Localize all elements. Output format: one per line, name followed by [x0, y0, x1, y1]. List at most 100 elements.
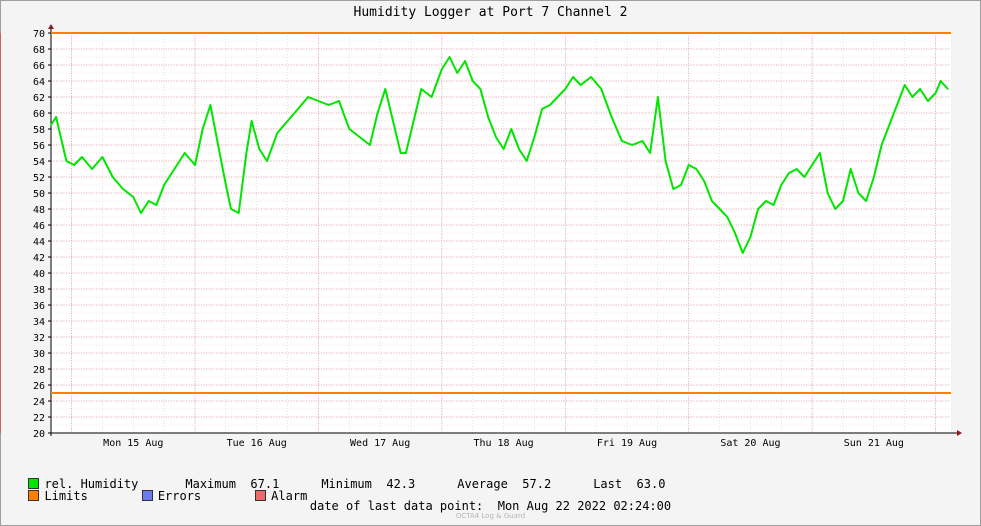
data-point [579, 84, 582, 86]
stat-last-label: Last [593, 477, 623, 491]
data-point [258, 148, 261, 150]
data-point [734, 232, 736, 234]
x-tick-label: Sun 21 Aug [844, 438, 904, 449]
data-point [297, 108, 299, 110]
stat-last-value: 63.0 [636, 477, 666, 491]
data-point [842, 200, 844, 202]
x-tick-label: Sat 20 Aug [720, 438, 780, 449]
axes [48, 24, 962, 436]
data-point [657, 96, 659, 98]
stat-average-value: 57.2 [522, 477, 552, 491]
x-tick-label: Tue 16 Aug [227, 438, 287, 449]
data-point [947, 88, 949, 90]
data-point [173, 168, 176, 170]
data-point [572, 76, 574, 78]
data-point [399, 152, 402, 154]
data-point [711, 200, 713, 202]
data-point [358, 136, 361, 138]
y-tick-label: 38 [33, 285, 45, 296]
y-tick-label: 26 [33, 381, 45, 392]
legend-humidity-label: rel. Humidity [44, 477, 139, 491]
y-tick-label: 28 [33, 365, 45, 376]
data-point [201, 128, 204, 130]
data-point [718, 208, 721, 210]
data-point [518, 148, 520, 150]
legend-alarm: Alarm [255, 489, 307, 503]
data-point [405, 152, 407, 154]
data-point [217, 144, 219, 146]
legend-humidity: rel. Humidity [28, 477, 138, 491]
data-point [430, 96, 433, 98]
data-point [73, 164, 75, 166]
humidity-swatch [28, 478, 40, 489]
data-point [276, 132, 279, 134]
data-point [880, 144, 883, 146]
y-tick-label: 62 [33, 93, 45, 104]
data-point [641, 140, 644, 142]
y-tick-label: 44 [33, 237, 45, 248]
data-point [163, 184, 165, 186]
legend-alarm-label: Alarm [271, 489, 308, 503]
y-tick-label: 36 [33, 301, 45, 312]
watermark: OCTA4 Log & Guard [455, 512, 526, 520]
data-point [412, 120, 415, 122]
data-point [369, 144, 371, 146]
data-point [749, 236, 752, 238]
grid [51, 32, 951, 434]
data-point [703, 180, 705, 182]
data-point [919, 88, 921, 90]
legend-keys-row: Limits Errors Alarm [14, 475, 307, 503]
data-point [266, 160, 268, 162]
y-tick-label: 58 [33, 125, 45, 136]
data-point [556, 96, 559, 98]
x-tick-label: Mon 15 Aug [103, 438, 163, 449]
data-point [525, 160, 528, 162]
data-point [549, 104, 551, 106]
y-tick-label: 68 [33, 45, 45, 56]
data-point [903, 84, 906, 86]
data-point [348, 128, 351, 130]
limits-swatch [28, 490, 40, 501]
stat-maximum-value: 67.1 [250, 477, 280, 491]
data-point [927, 100, 929, 102]
x-tick-label: Fri 19 Aug [597, 438, 657, 449]
y-tick-label: 46 [33, 221, 45, 232]
data-point [564, 88, 567, 90]
stat-minimum-label: Minimum [321, 477, 372, 491]
data-point [896, 104, 898, 106]
data-point [610, 116, 613, 118]
y-tick-label: 30 [33, 349, 45, 360]
data-point [510, 128, 513, 130]
data-point [857, 192, 860, 194]
data-point [495, 136, 497, 138]
y-tick-label: 48 [33, 205, 45, 216]
y-tick-label: 20 [33, 429, 45, 440]
data-point [803, 176, 806, 178]
data-point [91, 168, 93, 170]
data-point [376, 112, 379, 114]
data-point [448, 56, 451, 58]
data-point [834, 208, 837, 210]
data-point [230, 208, 232, 210]
last-data-point-label: date of last data point: [309, 499, 484, 513]
x-tick-label: Thu 18 Aug [473, 438, 533, 449]
y-tick-label: 42 [33, 253, 45, 264]
stat-average: Average 57.2 [457, 477, 551, 491]
data-point [826, 192, 829, 194]
stat-maximum: Maximum 67.1 [185, 477, 279, 491]
data-point [621, 140, 623, 142]
data-point [695, 168, 698, 170]
data-point [726, 216, 729, 218]
data-point [250, 120, 253, 122]
data-point [317, 100, 320, 102]
data-point [533, 136, 536, 138]
data-point [849, 168, 852, 170]
stat-average-label: Average [457, 477, 508, 491]
data-point [590, 76, 592, 78]
stat-maximum-label: Maximum [185, 477, 236, 491]
data-point [50, 124, 52, 126]
data-point [600, 88, 603, 90]
data-point [441, 68, 443, 70]
data-point [55, 116, 57, 118]
data-point [132, 196, 135, 198]
